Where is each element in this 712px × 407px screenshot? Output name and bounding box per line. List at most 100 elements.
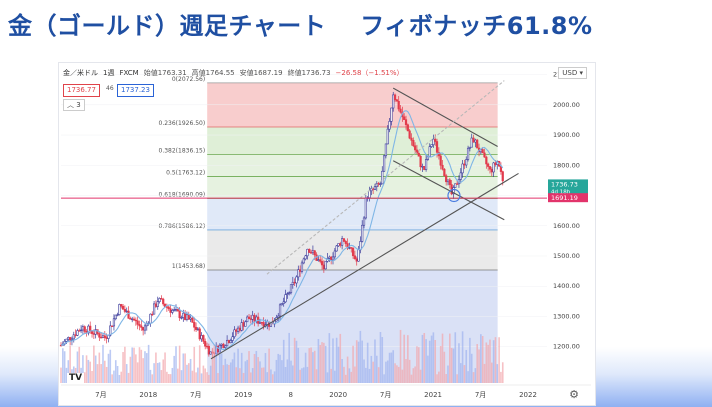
volume-bar — [354, 366, 356, 383]
volume-bar — [270, 369, 272, 383]
fib-label-0: 0(2072.56) — [172, 76, 205, 83]
volume-bar — [169, 374, 172, 383]
candlestick-chart[interactable]: 0(2072.56) 0.236(1926.50) 0.382(1836.15) 0.… — [59, 63, 595, 405]
candle-body — [324, 260, 327, 270]
candle-body — [441, 164, 444, 170]
volume-bar — [114, 360, 117, 383]
volume-bar — [365, 367, 367, 383]
candle-body — [483, 152, 486, 158]
candle-body — [289, 284, 293, 294]
tradingview-logo: TV — [67, 373, 85, 383]
volume-bar — [416, 346, 418, 383]
candle-body — [173, 309, 176, 311]
volume-bar — [180, 370, 183, 383]
volume-bar — [259, 361, 261, 383]
candle-body — [306, 248, 309, 257]
volume-bar — [242, 372, 245, 383]
volume-bar — [438, 371, 440, 383]
candle-body — [101, 335, 105, 338]
chart-frame[interactable]: 0(2072.56) 0.236(1926.50) 0.382(1836.15) 0.… — [58, 62, 596, 406]
candle-body — [196, 328, 200, 330]
candle-body — [70, 338, 74, 341]
candle-body — [152, 303, 156, 315]
volume-bar — [177, 368, 179, 383]
volume-bar — [414, 366, 416, 383]
candle-body — [304, 255, 307, 260]
volume-bar — [220, 353, 223, 383]
volume-bar — [290, 360, 292, 383]
volume-bar — [343, 366, 345, 383]
candle-body — [65, 338, 68, 342]
candle-body — [67, 337, 70, 340]
interval-label[interactable]: 1週 — [103, 69, 115, 77]
volume-bar — [104, 360, 106, 383]
candle-body — [308, 248, 311, 253]
volume-bar — [136, 362, 139, 383]
candle-body — [295, 276, 298, 284]
candle-body — [403, 116, 406, 120]
fib-label-1: 0.236(1926.50) — [159, 120, 206, 127]
candle-body — [235, 329, 238, 332]
touch-point-circle — [447, 188, 461, 203]
volume-bar — [417, 347, 420, 383]
volume-bar — [383, 374, 385, 383]
volume-bar — [266, 372, 269, 383]
candle-body — [311, 250, 315, 253]
buy-price-button[interactable]: 1737.23 — [117, 84, 154, 97]
candle-body — [439, 155, 442, 166]
candle-body — [118, 304, 121, 315]
volume-bar — [162, 359, 165, 383]
volume-bar — [257, 357, 259, 383]
candle-body — [379, 183, 382, 185]
symbol-label[interactable]: 金／米ドル — [63, 69, 98, 77]
volume-bar — [323, 342, 325, 383]
volume-bar — [397, 366, 400, 383]
sell-price-button[interactable]: 1736.77 — [63, 84, 100, 97]
candle-body — [167, 306, 170, 310]
candle-body — [412, 140, 415, 147]
volume-bar — [116, 366, 119, 383]
candle-body — [297, 269, 300, 278]
volume-bar — [125, 364, 128, 383]
volume-bar — [65, 367, 68, 383]
volume-bar — [317, 339, 320, 383]
candle-body — [158, 298, 161, 302]
currency-select[interactable]: USD ▾ — [558, 67, 587, 79]
candle-body — [129, 318, 132, 320]
candle-body — [227, 340, 231, 344]
candle-body — [120, 304, 123, 307]
candle-body — [142, 327, 145, 331]
volume-bar — [348, 368, 351, 383]
collapse-indicators-button[interactable]: ︿ 3 — [63, 99, 85, 111]
volume-group — [60, 329, 504, 383]
candle-body — [174, 309, 178, 311]
volume-bar — [226, 364, 228, 383]
volume-bar — [76, 351, 79, 383]
candle-body — [424, 159, 428, 170]
volume-bar — [463, 365, 466, 383]
chart-header: 金／米ドル 1週 FXCM 始値1763.31 高値1764.55 安値1687… — [63, 66, 404, 80]
volume-bar — [271, 374, 274, 383]
candle-body — [176, 309, 179, 312]
volume-bar — [235, 367, 238, 383]
volume-bar — [489, 339, 491, 383]
candle-body — [415, 149, 419, 154]
volume-bar — [166, 371, 168, 383]
candle-body — [322, 264, 325, 270]
gear-icon[interactable]: ⚙ — [569, 388, 579, 401]
volume-bar — [237, 348, 239, 383]
candle-body — [160, 298, 163, 300]
candle-body — [445, 175, 448, 183]
candle-body — [156, 301, 159, 307]
candle-body — [384, 143, 388, 157]
y-tick-label: 1300.00 — [553, 312, 580, 320]
volume-bar — [145, 353, 148, 383]
volume-bar — [332, 338, 334, 383]
volume-bar — [443, 351, 446, 383]
candle-body — [262, 322, 265, 327]
candle-body — [333, 250, 336, 258]
volume-bar — [361, 340, 363, 383]
volume-bar — [302, 367, 305, 383]
candle-body — [162, 298, 165, 305]
volume-bar — [454, 332, 457, 383]
